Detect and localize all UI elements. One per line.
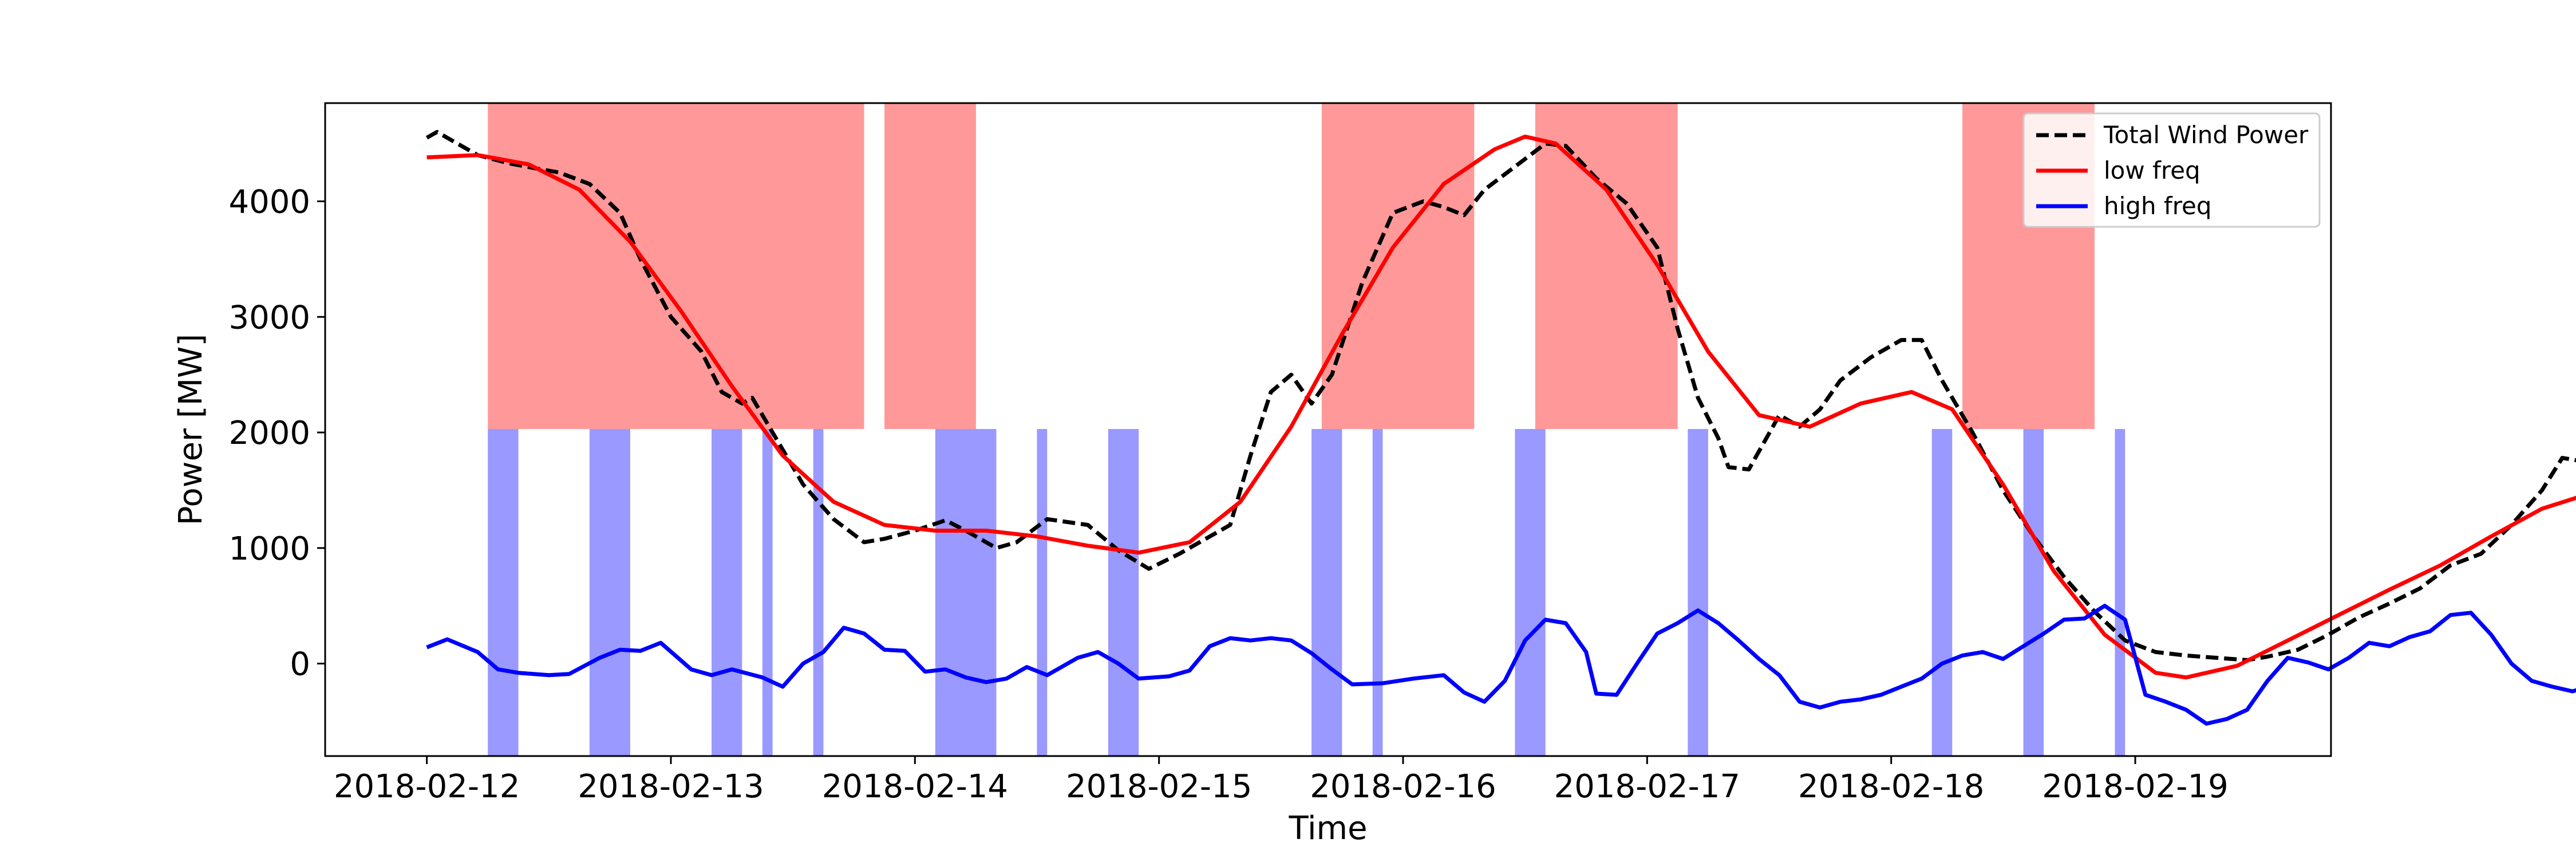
legend-label: Total Wind Power	[2103, 121, 2309, 149]
axes-frame	[324, 102, 2332, 757]
y-tick-label: 2000	[228, 415, 310, 452]
high-freq-band	[935, 428, 997, 756]
legend-label: low freq	[2104, 156, 2200, 184]
high-freq-band	[589, 428, 630, 756]
x-tick-label: 2018-02-16	[1310, 768, 1496, 805]
high-freq-band	[762, 428, 773, 756]
y-tick-label: 3000	[228, 299, 310, 336]
high-freq-band	[1372, 428, 1383, 756]
y-tick-label: 0	[290, 646, 310, 683]
data-lines	[425, 129, 2576, 726]
high-freq-band	[488, 428, 519, 756]
axis-ticks: 2018-02-12 2018-02-13 2018-02-14 2018-02-15…	[228, 184, 2228, 805]
high-freq-band	[1515, 428, 1546, 756]
low-freq-band	[1321, 103, 1475, 429]
high-freq-band	[2023, 428, 2044, 756]
low-freq-band	[488, 103, 864, 429]
high-freq-band	[712, 428, 742, 756]
high-freq-band	[2115, 428, 2125, 756]
series-line-high-freq	[426, 604, 2576, 726]
x-tick-label: 2018-02-13	[578, 768, 764, 805]
series-line-low-freq	[426, 135, 2576, 680]
x-tick-label: 2018-02-14	[822, 768, 1008, 805]
low-freq-band	[1535, 103, 1678, 429]
highlight-bands	[488, 103, 2125, 756]
low-freq-band	[884, 103, 976, 429]
y-axis-label: Power [MW]	[172, 334, 210, 526]
high-freq-band	[1037, 428, 1048, 756]
x-axis-label: Time	[1288, 810, 1367, 847]
x-tick-label: 2018-02-15	[1066, 768, 1252, 805]
high-freq-band	[1311, 428, 1342, 756]
legend-label: high freq	[2104, 192, 2212, 220]
x-tick-label: 2018-02-12	[334, 768, 520, 805]
high-freq-band	[1108, 428, 1139, 756]
legend: Total Wind Power low freq high freq	[2022, 112, 2321, 228]
y-tick-label: 4000	[228, 184, 310, 221]
legend-box	[2022, 112, 2321, 228]
y-tick-label: 1000	[228, 530, 310, 568]
x-tick-label: 2018-02-18	[1798, 768, 1984, 805]
x-tick-label: 2018-02-17	[1554, 768, 1740, 805]
high-freq-band	[1931, 428, 1953, 756]
high-freq-band	[813, 428, 824, 756]
high-freq-band	[1688, 428, 1708, 756]
x-tick-label: 2018-02-19	[2042, 768, 2228, 805]
